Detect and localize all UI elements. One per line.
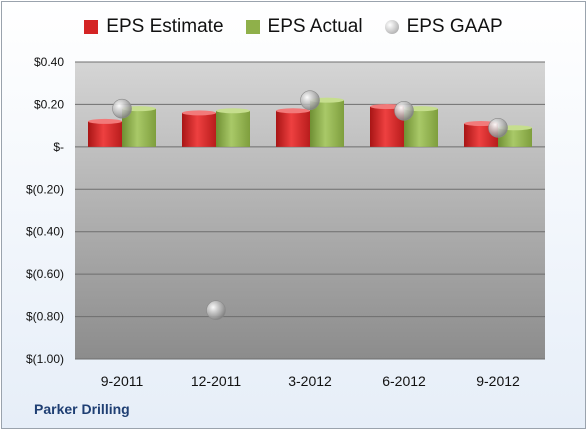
x-tick-label: 9-2012 xyxy=(476,373,520,389)
x-tick-label: 6-2012 xyxy=(382,373,426,389)
estimate-bar xyxy=(276,110,310,147)
gaap-swatch xyxy=(384,20,399,34)
y-tick-label: $(0.60) xyxy=(26,267,64,281)
estimate-bar xyxy=(182,112,216,147)
legend-label-estimate: EPS Estimate xyxy=(106,16,224,37)
actual-bar-cap xyxy=(216,108,250,114)
y-tick-label: $(0.40) xyxy=(26,225,64,239)
legend: EPS Estimate EPS Actual EPS GAAP xyxy=(0,16,587,38)
gaap-points xyxy=(112,90,508,321)
company-name: Parker Drilling xyxy=(34,401,130,417)
legend-label-actual: EPS Actual xyxy=(267,16,363,37)
gaap-point xyxy=(394,100,414,121)
y-tick-label: $- xyxy=(53,140,64,154)
gaap-point xyxy=(488,117,508,138)
gaap-point xyxy=(300,90,320,110)
y-tick-label: $0.40 xyxy=(34,55,64,69)
estimate-bar-cap xyxy=(182,110,216,116)
x-tick-label: 9-2011 xyxy=(101,373,144,389)
y-tick-label: $(1.00) xyxy=(26,352,64,366)
estimate-swatch xyxy=(84,20,99,34)
y-axis-ticks: $0.40 $0.20 $- $(0.20) $(0.40) $(0.60) $(0.80)… xyxy=(26,55,64,366)
legend-item-actual: EPS Actual xyxy=(245,16,363,38)
legend-item-gaap: EPS GAAP xyxy=(384,16,503,38)
estimate-bar-cap xyxy=(88,118,122,124)
y-tick-label: $0.20 xyxy=(34,97,64,111)
legend-item-estimate: EPS Estimate xyxy=(84,16,224,38)
x-tick-label: 12-2011 xyxy=(191,373,242,389)
actual-swatch xyxy=(245,20,260,34)
x-tick-label: 3-2012 xyxy=(288,373,332,389)
actual-bar xyxy=(216,110,250,147)
estimate-bar xyxy=(88,121,122,147)
estimate-bar-cap xyxy=(276,108,310,114)
x-axis-ticks: 9-2011 12-2011 3-2012 6-2012 9-2012 xyxy=(101,373,520,389)
legend-label-gaap: EPS GAAP xyxy=(406,16,503,37)
gaap-point xyxy=(206,300,226,321)
y-tick-label: $(0.80) xyxy=(26,310,64,324)
gaap-point xyxy=(112,98,132,119)
y-tick-label: $(0.20) xyxy=(26,182,64,196)
